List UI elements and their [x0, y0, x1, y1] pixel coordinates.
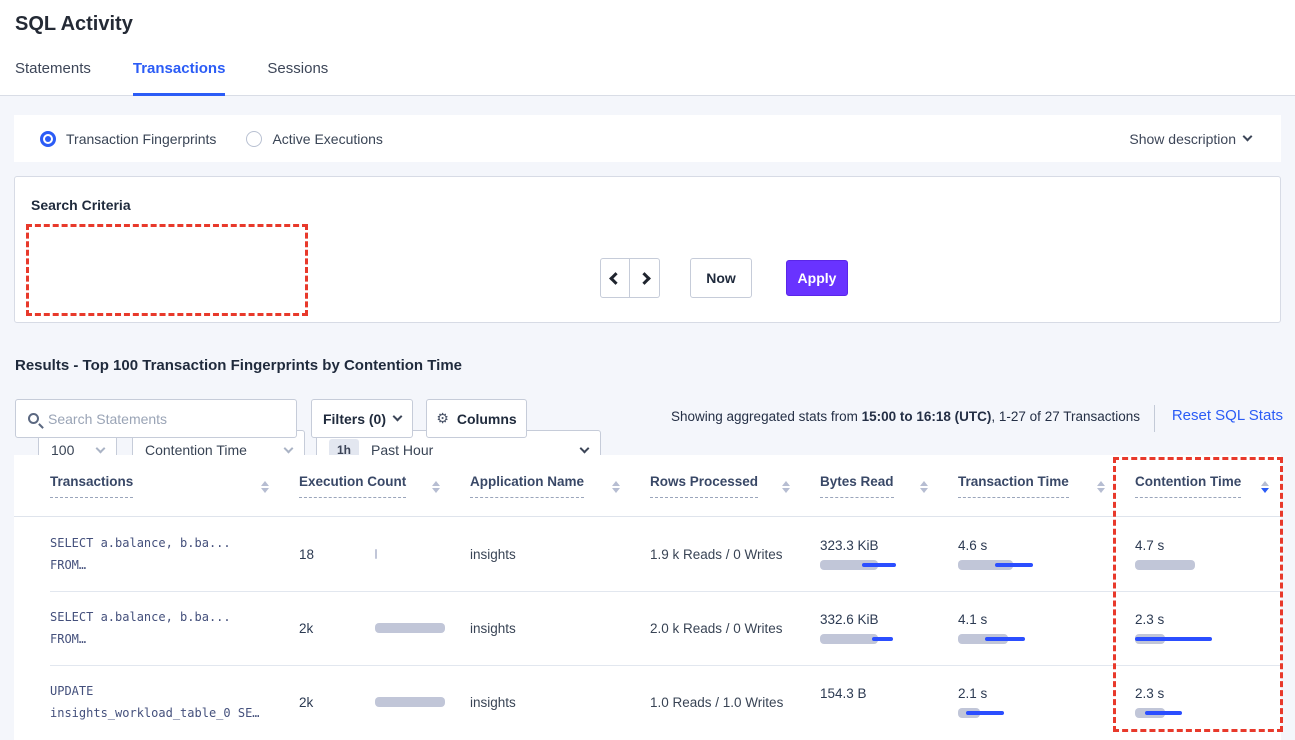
- radio-unselected-icon: [246, 130, 263, 147]
- table-row: SELECT a.balance, b.ba... FROM… 18 insig…: [14, 517, 1281, 591]
- contention-time-bar: [1135, 560, 1281, 570]
- reset-sql-stats-link[interactable]: Reset SQL Stats: [1171, 407, 1283, 424]
- transaction-time-bar: [958, 560, 1135, 570]
- tab-bar: Statements Transactions Sessions: [15, 60, 328, 96]
- top-bar: SQL Activity Statements Transactions Ses…: [0, 0, 1295, 96]
- column-header-execution-count[interactable]: Execution Count: [299, 474, 470, 498]
- table-header-row: Transactions Execution Count Application…: [14, 455, 1281, 517]
- time-range-prev-button[interactable]: [600, 258, 630, 298]
- sort-desc-icon: [1261, 479, 1269, 493]
- time-range-step-buttons: [600, 258, 660, 298]
- column-header-bytes-read[interactable]: Bytes Read: [820, 474, 958, 498]
- transaction-time-cell: 2.1 s: [958, 686, 1135, 718]
- chevron-down-icon: [95, 443, 106, 453]
- show-description-toggle[interactable]: Show description: [1129, 115, 1253, 162]
- column-header-transaction-time[interactable]: Transaction Time: [958, 474, 1135, 498]
- transaction-time-bar: [958, 708, 1135, 718]
- chevron-down-icon: [1242, 131, 1253, 142]
- time-range-value: Past Hour: [371, 442, 434, 458]
- transaction-time-bar: [958, 634, 1135, 644]
- bytes-read-bar: [820, 634, 958, 644]
- sort-icon: [612, 479, 620, 493]
- execution-count-cell: 2k: [299, 665, 470, 739]
- results-toolbar: Filters (0) ⚙ Columns Showing aggregated…: [15, 399, 1283, 438]
- columns-button[interactable]: ⚙ Columns: [426, 399, 527, 438]
- apply-button[interactable]: Apply: [786, 260, 848, 296]
- gear-icon: ⚙: [436, 410, 449, 427]
- table-row: SELECT a.balance, b.ba... FROM… 2k insig…: [14, 591, 1281, 665]
- transaction-query-link[interactable]: SELECT a.balance, b.ba... FROM…: [50, 610, 231, 646]
- filters-button[interactable]: Filters (0): [311, 399, 413, 438]
- bytes-read-cell: 154.3 B: [820, 686, 958, 718]
- column-header-contention-time[interactable]: Contention Time: [1135, 474, 1281, 498]
- transaction-time-cell: 4.6 s: [958, 538, 1135, 570]
- contention-time-cell: 4.7 s: [1135, 538, 1281, 570]
- chevron-down-icon: [579, 443, 590, 453]
- sort-icon: [261, 479, 269, 493]
- column-header-transactions[interactable]: Transactions: [50, 474, 299, 498]
- radio-selected-icon: [40, 130, 56, 147]
- column-header-rows-processed[interactable]: Rows Processed: [650, 474, 820, 498]
- application-name-cell: insights: [470, 694, 516, 710]
- top-select-value: 100: [51, 442, 75, 458]
- stats-time-range: 15:00 to 16:18 (UTC): [861, 409, 992, 424]
- chevron-right-icon: [638, 271, 651, 285]
- contention-time-bar: [1135, 634, 1281, 644]
- execution-count-bar: [375, 623, 445, 633]
- by-select-value: Contention Time: [145, 442, 247, 458]
- contention-time-bar: [1135, 708, 1281, 718]
- tab-transactions[interactable]: Transactions: [132, 60, 226, 96]
- sort-icon: [1097, 479, 1105, 493]
- column-header-application-name[interactable]: Application Name: [470, 474, 650, 498]
- page-title: SQL Activity: [15, 13, 133, 35]
- execution-count-bar: [375, 697, 445, 707]
- sort-icon: [920, 479, 928, 493]
- search-criteria-panel: Search Criteria Top 100 By Contention Ti…: [14, 176, 1281, 470]
- search-statements-input[interactable]: [48, 410, 268, 427]
- transaction-query-link[interactable]: SELECT a.balance, b.ba... FROM…: [50, 536, 231, 572]
- view-toggle-strip: Transaction Fingerprints Active Executio…: [14, 115, 1281, 162]
- show-description-label: Show description: [1129, 130, 1236, 147]
- now-button[interactable]: Now: [690, 258, 752, 298]
- application-name-cell: insights: [470, 546, 516, 562]
- execution-count-cell: 2k: [299, 591, 470, 665]
- chevron-down-icon: [283, 443, 294, 453]
- aggregated-stats-text: Showing aggregated stats from 15:00 to 1…: [671, 409, 1140, 424]
- bytes-read-bar: [820, 708, 958, 718]
- transaction-time-cell: 4.1 s: [958, 612, 1135, 644]
- search-criteria-heading: Search Criteria: [31, 197, 131, 213]
- transaction-query-link[interactable]: UPDATE insights_workload_table_0 SE…: [50, 684, 260, 720]
- radio-active-executions[interactable]: Active Executions: [246, 130, 383, 147]
- radio-label: Transaction Fingerprints: [66, 130, 217, 147]
- chevron-down-icon: [392, 411, 403, 422]
- table-row: UPDATE insights_workload_table_0 SE… 2k …: [14, 665, 1281, 739]
- filters-button-label: Filters (0): [322, 410, 386, 427]
- bytes-read-bar: [820, 560, 958, 570]
- radio-label: Active Executions: [272, 130, 383, 147]
- chevron-left-icon: [608, 271, 622, 285]
- sort-icon: [432, 479, 440, 493]
- rows-processed-cell: 2.0 k Reads / 0 Writes: [650, 620, 783, 636]
- divider: [1154, 405, 1155, 432]
- tab-statements[interactable]: Statements: [15, 60, 91, 77]
- sort-icon: [782, 479, 790, 493]
- results-heading: Results - Top 100 Transaction Fingerprin…: [15, 357, 463, 374]
- contention-time-cell: 2.3 s: [1135, 686, 1281, 718]
- transactions-table: Transactions Execution Count Application…: [14, 455, 1281, 740]
- execution-count-bar: [375, 549, 445, 559]
- columns-button-label: Columns: [456, 410, 517, 427]
- tab-sessions[interactable]: Sessions: [267, 60, 329, 77]
- bytes-read-cell: 332.6 KiB: [820, 612, 958, 644]
- rows-processed-cell: 1.0 Reads / 1.0 Writes: [650, 694, 784, 710]
- application-name-cell: insights: [470, 620, 516, 636]
- search-statements-box[interactable]: [15, 399, 297, 438]
- execution-count-cell: 18: [299, 517, 470, 591]
- radio-transaction-fingerprints[interactable]: Transaction Fingerprints: [40, 130, 217, 147]
- rows-processed-cell: 1.9 k Reads / 0 Writes: [650, 546, 783, 562]
- bytes-read-cell: 323.3 KiB: [820, 538, 958, 570]
- time-range-next-button[interactable]: [630, 258, 660, 298]
- search-icon: [28, 413, 39, 424]
- contention-time-cell: 2.3 s: [1135, 612, 1281, 644]
